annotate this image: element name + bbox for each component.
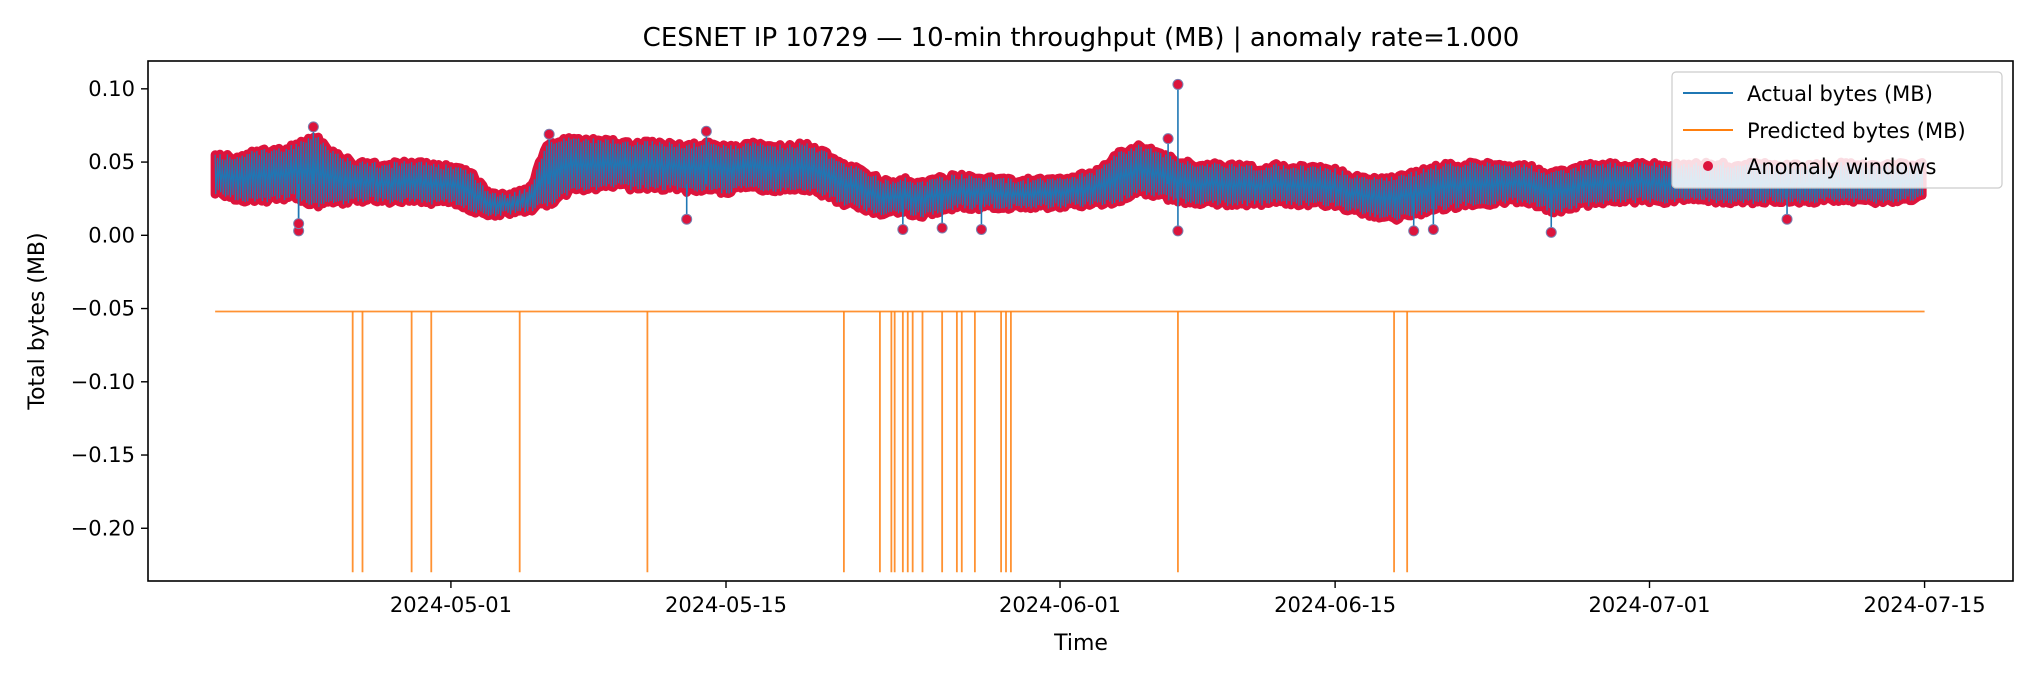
x-tick-label: 2024-05-15	[665, 593, 787, 617]
y-tick-label: 0.00	[88, 223, 135, 247]
anomaly-point	[975, 223, 987, 235]
chart-title: CESNET IP 10729 — 10-min throughput (MB)…	[643, 23, 1520, 53]
y-tick-label: −0.15	[71, 443, 135, 467]
x-axis-label: Time	[1053, 631, 1108, 656]
plot-area	[210, 78, 1927, 573]
anomaly-point	[1172, 78, 1184, 90]
legend-label-actual: Actual bytes (MB)	[1747, 82, 1933, 106]
x-tick-label: 2024-06-15	[1274, 593, 1396, 617]
anomaly-point	[1408, 225, 1420, 237]
anomaly-point	[293, 218, 305, 230]
x-axis: 2024-05-01 2024-05-15 2024-06-01 2024-06-15…	[390, 581, 1986, 617]
y-tick-label: 0.05	[88, 150, 135, 174]
x-tick-label: 2024-06-01	[999, 593, 1121, 617]
anomaly-point	[1781, 213, 1793, 225]
anomaly-point	[1172, 225, 1184, 237]
actual-bytes-line	[214, 137, 1924, 221]
anomaly-point	[1545, 226, 1557, 238]
anomaly-point	[543, 128, 555, 140]
anomaly-point	[307, 121, 319, 133]
anomaly-point	[681, 213, 693, 225]
anomaly-point	[1162, 133, 1174, 145]
x-tick-label: 2024-05-01	[390, 593, 512, 617]
x-tick-label: 2024-07-15	[1864, 593, 1986, 617]
y-axis-label: Total bytes (MB)	[25, 232, 50, 410]
legend: Actual bytes (MB) Predicted bytes (MB) A…	[1671, 71, 2003, 189]
anomaly-point	[700, 125, 712, 137]
anomaly-point	[1427, 223, 1439, 235]
legend-swatch-anomaly	[1703, 161, 1713, 171]
y-tick-label: 0.10	[88, 77, 135, 101]
y-axis: 0.10 0.05 0.00 −0.05 −0.10 −0.15 −0.20	[71, 77, 148, 540]
anomaly-point	[936, 222, 948, 234]
y-tick-label: −0.20	[71, 516, 135, 540]
x-tick-label: 2024-07-01	[1588, 593, 1710, 617]
anomaly-point	[897, 223, 909, 235]
y-tick-label: −0.05	[71, 297, 135, 321]
plot-frame	[147, 60, 2014, 582]
legend-box	[1671, 71, 2003, 189]
legend-label-predicted: Predicted bytes (MB)	[1747, 119, 1966, 143]
y-tick-label: −0.10	[71, 370, 135, 394]
legend-label-anomaly: Anomaly windows	[1747, 155, 1936, 179]
